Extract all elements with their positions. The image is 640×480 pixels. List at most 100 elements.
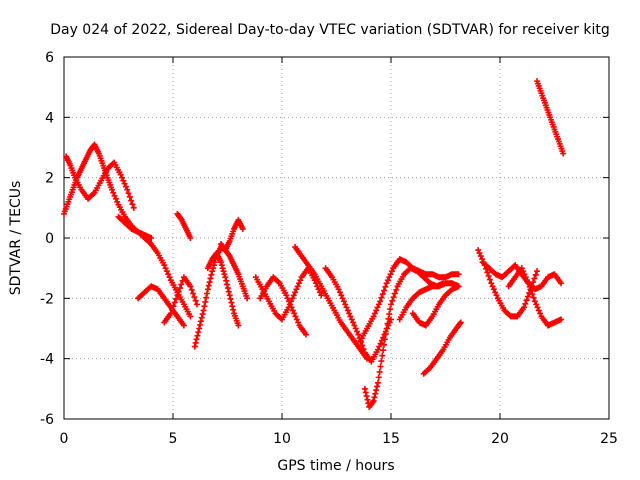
data-point	[170, 303, 177, 310]
data-point	[386, 274, 393, 281]
data-point	[475, 247, 482, 254]
data-point	[383, 325, 390, 332]
data-point	[485, 273, 492, 280]
data-point	[530, 279, 537, 286]
data-point	[296, 280, 303, 287]
data-point	[208, 271, 215, 278]
data-point	[381, 341, 388, 348]
data-point	[379, 352, 386, 359]
data-point	[374, 346, 381, 353]
data-point	[360, 346, 367, 353]
data-point	[198, 314, 205, 321]
data-point	[284, 295, 291, 302]
data-point	[376, 343, 383, 350]
data-point	[199, 311, 206, 318]
data-point	[342, 301, 349, 308]
data-point	[118, 174, 125, 181]
data-point	[294, 283, 301, 290]
data-point	[129, 201, 136, 208]
series-track-22	[534, 78, 567, 157]
data-point	[187, 283, 194, 290]
data-point	[378, 337, 385, 344]
data-point	[535, 307, 542, 314]
data-point	[351, 322, 358, 329]
data-point	[293, 316, 300, 323]
data-point	[387, 306, 394, 313]
data-point	[388, 268, 395, 275]
y-tick-label: -6	[40, 412, 54, 428]
data-point	[375, 374, 382, 381]
data-point	[126, 193, 133, 200]
data-point	[176, 285, 183, 292]
y-axis-label: SDTVAR / TECUs	[8, 181, 24, 296]
data-point	[130, 204, 137, 211]
data-point	[355, 331, 362, 338]
data-point	[534, 304, 541, 311]
series-track-3	[115, 213, 194, 320]
data-point	[359, 342, 366, 349]
data-point	[527, 287, 534, 294]
x-tick-label: 0	[60, 431, 69, 447]
data-point	[457, 319, 464, 326]
data-point	[197, 321, 204, 328]
data-point	[163, 268, 170, 275]
data-point	[376, 368, 383, 375]
data-point	[192, 339, 199, 346]
data-point	[148, 235, 155, 241]
data-point	[375, 301, 382, 308]
data-point	[371, 394, 378, 401]
data-point	[165, 271, 172, 278]
data-point	[339, 295, 346, 302]
series-track-17	[409, 283, 462, 329]
y-tick-label: 2	[45, 171, 54, 187]
data-point	[180, 322, 187, 329]
series-track-5	[161, 274, 200, 326]
data-point	[350, 319, 357, 326]
data-point	[124, 186, 131, 193]
y-tick-label: -2	[40, 291, 54, 307]
data-point	[531, 298, 538, 305]
data-point	[191, 343, 198, 350]
data-point	[534, 268, 541, 275]
data-point	[370, 397, 377, 404]
data-point	[370, 313, 377, 320]
series-track-12	[292, 244, 371, 362]
data-point	[202, 298, 209, 305]
data-point	[196, 325, 203, 332]
data-point	[192, 297, 199, 304]
data-point	[188, 286, 195, 293]
data-point	[378, 358, 385, 365]
data-point	[290, 292, 297, 299]
data-point	[384, 277, 391, 284]
data-point	[316, 289, 323, 296]
data-point	[388, 301, 394, 308]
data-point	[522, 274, 529, 281]
data-point	[530, 294, 537, 301]
data-point	[347, 313, 354, 320]
data-point	[166, 274, 173, 281]
x-tick-label: 20	[491, 431, 509, 447]
data-point	[224, 281, 231, 288]
data-point	[222, 274, 229, 281]
data-point	[218, 262, 225, 269]
x-tick-label: 15	[382, 431, 400, 447]
data-point	[387, 271, 394, 278]
data-point	[110, 189, 117, 196]
data-point	[492, 289, 499, 296]
data-point	[197, 318, 204, 325]
data-point	[209, 268, 216, 275]
data-point	[533, 301, 540, 308]
data-point	[200, 307, 207, 314]
data-point	[525, 280, 532, 287]
y-tick-label: 0	[45, 231, 54, 247]
data-point	[379, 291, 386, 298]
y-tick-label: 4	[45, 110, 54, 126]
data-point	[352, 325, 359, 332]
data-point	[318, 292, 325, 299]
data-point	[174, 292, 181, 299]
data-point	[362, 389, 369, 396]
data-point	[229, 303, 236, 310]
data-point	[455, 271, 462, 278]
data-point	[195, 329, 202, 336]
